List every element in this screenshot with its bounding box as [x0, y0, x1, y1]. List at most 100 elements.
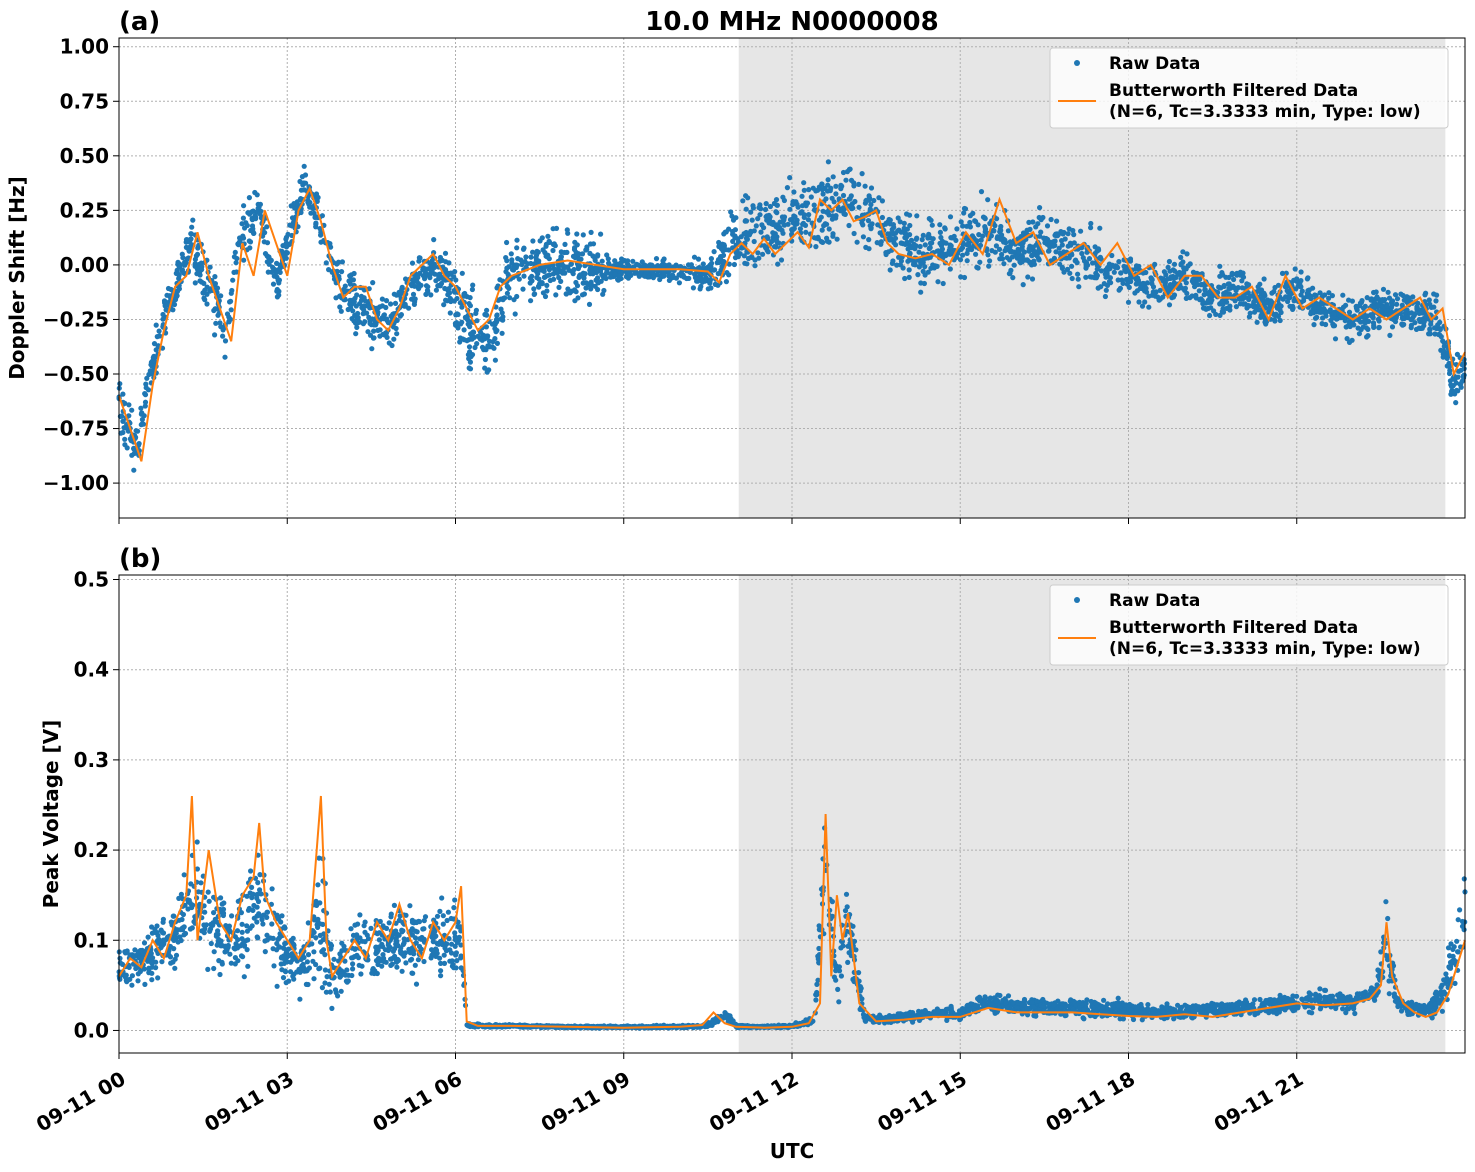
- raw-data-point: [144, 375, 150, 381]
- raw-data-point: [247, 245, 253, 251]
- raw-data-point: [915, 272, 921, 278]
- raw-data-point: [222, 338, 229, 344]
- raw-data-point: [466, 356, 472, 362]
- raw-data-point: [846, 222, 852, 229]
- raw-data-point: [1133, 266, 1139, 272]
- raw-data-point: [467, 324, 473, 330]
- raw-data-point: [1056, 245, 1062, 251]
- raw-data-point: [1226, 281, 1232, 287]
- raw-data-point: [994, 216, 1000, 222]
- y-tick-label: −0.50: [43, 362, 109, 386]
- raw-data-point: [730, 217, 737, 223]
- raw-data-point: [1041, 235, 1047, 241]
- raw-data-point: [811, 207, 818, 213]
- raw-data-point: [1047, 244, 1053, 250]
- raw-data-point: [743, 235, 750, 241]
- raw-data-point: [866, 246, 872, 252]
- raw-data-point: [503, 255, 509, 261]
- raw-data-point: [451, 298, 457, 304]
- raw-data-point: [752, 257, 758, 263]
- raw-data-point: [1144, 280, 1150, 286]
- raw-data-point: [825, 177, 831, 183]
- raw-data-point: [1297, 282, 1303, 288]
- raw-data-point: [964, 258, 970, 264]
- raw-data-point: [937, 240, 943, 246]
- raw-data-point: [375, 305, 381, 311]
- raw-data-point: [383, 304, 389, 311]
- raw-data-point: [898, 229, 904, 235]
- panel-a-x-ticks: [118, 518, 1298, 524]
- raw-data-point: [438, 968, 444, 974]
- raw-data-point: [916, 264, 923, 270]
- raw-data-point: [231, 254, 237, 260]
- raw-data-point: [860, 1011, 867, 1018]
- raw-data-point: [1370, 320, 1377, 326]
- raw-data-point: [354, 292, 360, 298]
- raw-data-point: [259, 917, 265, 923]
- raw-data-point: [1431, 304, 1437, 310]
- raw-data-point: [813, 244, 819, 250]
- raw-data-point: [811, 235, 818, 241]
- raw-data-point: [194, 839, 200, 845]
- raw-data-point: [692, 275, 699, 281]
- raw-data-point: [365, 329, 371, 335]
- raw-data-point: [1170, 267, 1176, 273]
- raw-data-point: [1227, 303, 1233, 309]
- raw-data-point: [711, 249, 717, 255]
- raw-data-point: [1329, 293, 1335, 299]
- raw-data-point: [904, 211, 910, 217]
- raw-data-point: [573, 279, 579, 286]
- y-tick-label: −0.25: [43, 307, 109, 331]
- raw-data-point: [911, 241, 917, 247]
- raw-data-point: [180, 255, 186, 261]
- raw-data-point: [201, 295, 207, 301]
- raw-data-point: [246, 195, 252, 201]
- raw-data-point: [1277, 307, 1283, 313]
- raw-data-point: [1136, 299, 1142, 305]
- raw-data-point: [142, 399, 149, 405]
- raw-data-point: [329, 1005, 335, 1012]
- raw-data-point: [232, 249, 238, 255]
- raw-data-point: [399, 927, 405, 933]
- raw-data-point: [1205, 297, 1212, 303]
- raw-data-point: [1275, 282, 1282, 288]
- raw-data-point: [244, 222, 250, 229]
- raw-data-point: [1343, 302, 1349, 308]
- raw-data-point: [173, 270, 179, 276]
- raw-data-point: [856, 204, 862, 210]
- raw-data-point: [1026, 246, 1032, 252]
- raw-data-point: [469, 336, 475, 342]
- raw-data-point: [455, 311, 461, 318]
- raw-data-point: [801, 187, 807, 193]
- raw-data-point: [748, 209, 754, 215]
- raw-data-point: [1005, 228, 1012, 234]
- raw-data-point: [213, 320, 219, 326]
- raw-data-point: [960, 252, 966, 258]
- panel-b-peak-voltage: 0.50.40.30.20.10.0 09-11 00 09-11 03 09-11…: [32, 544, 1468, 1163]
- raw-data-point: [212, 274, 218, 280]
- raw-data-point: [492, 326, 498, 332]
- raw-data-point: [431, 237, 437, 243]
- raw-data-point: [1086, 256, 1093, 262]
- raw-data-point: [1454, 938, 1460, 944]
- raw-data-point: [1102, 293, 1108, 300]
- raw-data-point: [399, 284, 405, 290]
- raw-data-point: [416, 943, 423, 950]
- raw-data-point: [994, 235, 1000, 241]
- raw-data-point: [967, 219, 973, 226]
- raw-data-point: [996, 246, 1003, 252]
- raw-data-point: [222, 354, 228, 360]
- raw-data-point: [155, 975, 161, 981]
- raw-data-point: [1118, 270, 1124, 276]
- raw-data-point: [1412, 311, 1418, 317]
- raw-data-point: [1200, 301, 1206, 307]
- raw-data-point: [326, 267, 332, 273]
- raw-data-point: [516, 276, 522, 282]
- raw-data-point: [1105, 1001, 1111, 1007]
- raw-data-point: [539, 235, 545, 241]
- raw-data-point: [582, 271, 588, 277]
- raw-data-point: [1231, 276, 1237, 283]
- raw-data-point: [967, 224, 974, 230]
- raw-data-point: [859, 996, 865, 1002]
